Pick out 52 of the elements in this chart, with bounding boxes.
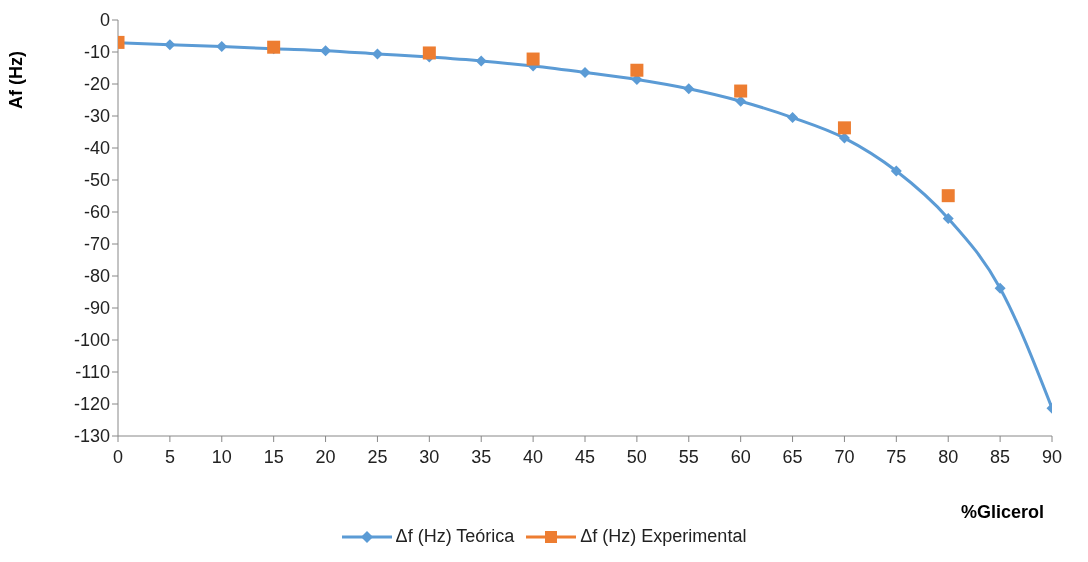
x-tick-label: 20 — [315, 446, 336, 467]
x-tick-label: 25 — [367, 446, 388, 467]
x-tick-label: 75 — [886, 446, 907, 467]
y-tick-label: -130 — [73, 426, 110, 447]
point — [475, 55, 487, 67]
x-tick-label: 30 — [419, 446, 440, 467]
legend-label: Δf (Hz) Experimental — [580, 526, 747, 547]
point — [994, 282, 1006, 294]
point — [422, 46, 436, 60]
y-tick-label: -90 — [83, 298, 110, 319]
point — [734, 84, 748, 98]
x-axis-title: %Glicerol — [960, 502, 1044, 522]
y-tick-label: -70 — [83, 234, 110, 255]
x-tick-label: 0 — [112, 446, 124, 467]
y-tick-label: -80 — [83, 266, 110, 287]
y-tick-label: -60 — [83, 202, 110, 223]
x-tick-label: 45 — [574, 446, 596, 467]
x-tick-label: 60 — [730, 446, 751, 467]
point — [941, 189, 955, 203]
point — [787, 112, 799, 124]
x-tick-label: 40 — [523, 446, 544, 467]
x-tick-label: 10 — [211, 446, 232, 467]
point — [164, 39, 176, 51]
point — [630, 63, 644, 77]
y-tick-label: 0 — [99, 10, 110, 31]
point — [890, 165, 902, 177]
point — [526, 52, 540, 66]
x-tick-label: 85 — [990, 446, 1011, 467]
point — [683, 83, 695, 95]
x-tick-label: 15 — [263, 446, 284, 467]
x-tick-label: 70 — [834, 446, 855, 467]
y-tick-label: -100 — [73, 330, 110, 351]
y-tick-label: -20 — [83, 74, 110, 95]
y-tick-label: -10 — [83, 42, 110, 63]
x-tick-label: 50 — [626, 446, 647, 467]
x-tick-label: 55 — [678, 446, 699, 467]
x-tick-label: 65 — [782, 446, 803, 467]
point — [579, 66, 591, 78]
y-tick-label: -120 — [73, 394, 110, 415]
y-axis-title: Af (Hz) — [6, 51, 26, 109]
point — [837, 121, 851, 135]
x-tick-label: 90 — [1041, 446, 1063, 467]
x-tick-label: 80 — [938, 446, 959, 467]
point — [216, 41, 228, 53]
point — [942, 212, 954, 224]
x-tick-label: 5 — [164, 446, 175, 467]
y-tick-label: -30 — [83, 106, 110, 127]
legend-label: Δf (Hz) Teórica — [395, 526, 515, 547]
x-tick-label: 35 — [471, 446, 492, 467]
y-tick-label: -110 — [75, 362, 110, 383]
y-tick-label: -50 — [83, 170, 110, 191]
y-tick-label: -40 — [83, 138, 110, 159]
